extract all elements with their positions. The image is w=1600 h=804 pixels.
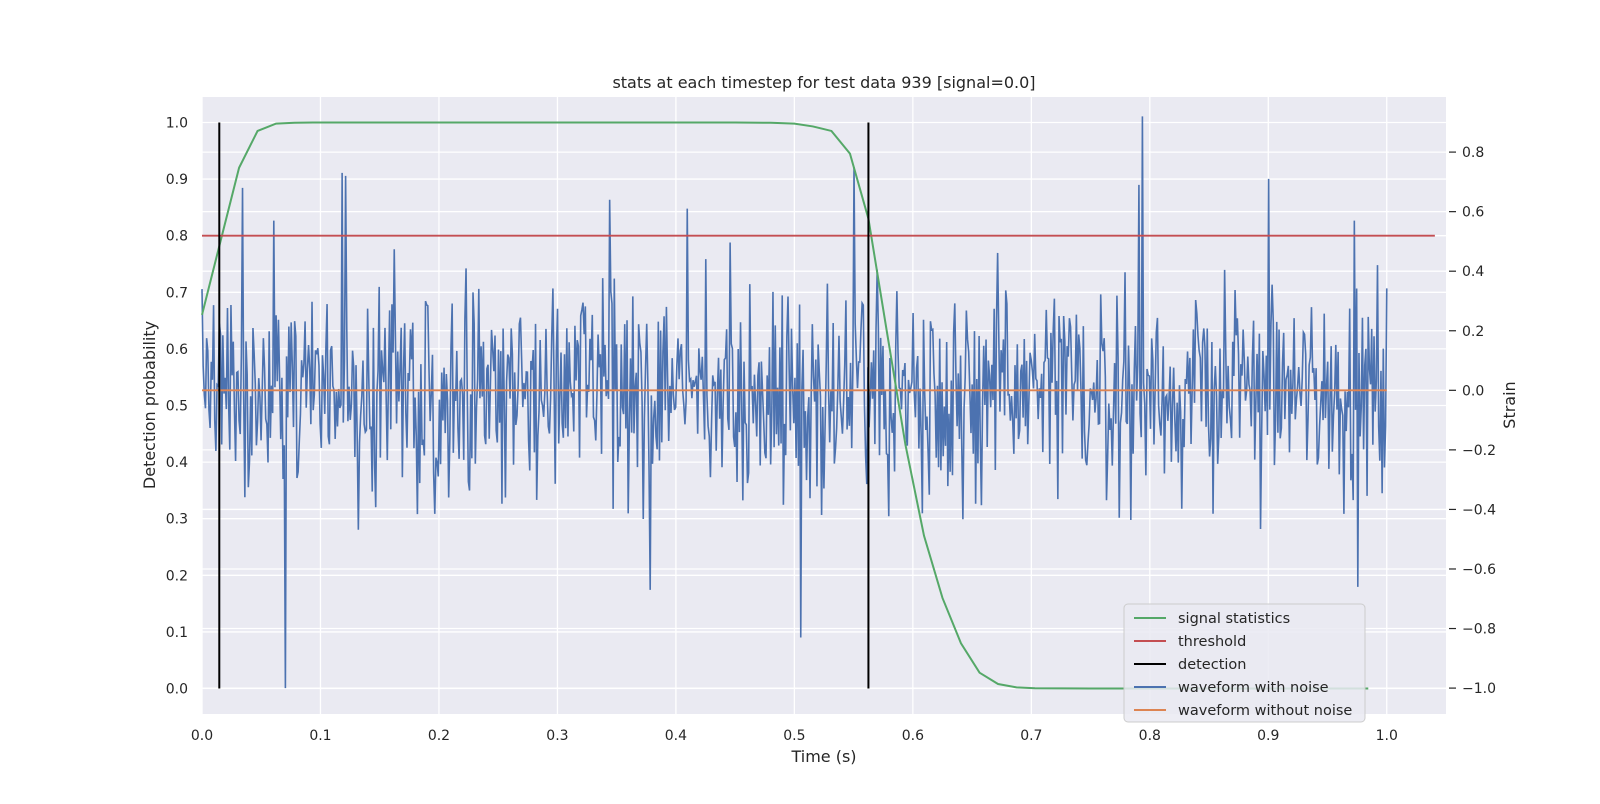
legend-box <box>1123 603 1366 723</box>
y-tick-label-right: −1.0 <box>1462 681 1496 697</box>
y-axis-label-left: Detection probability <box>140 321 159 489</box>
x-tick-label: 0.0 <box>191 728 213 744</box>
y-tick-label-left: 0.2 <box>166 568 188 584</box>
legend-label: waveform without noise <box>1178 703 1352 719</box>
y-tick-label-left: 0.1 <box>166 625 188 641</box>
chart-title: stats at each timestep for test data 939… <box>612 73 1035 92</box>
x-tick-label: 0.9 <box>1257 728 1279 744</box>
legend-label: waveform with noise <box>1178 680 1329 696</box>
legend: signal statistics threshold detection wavef… <box>1123 603 1366 723</box>
x-tick-label: 1.0 <box>1376 728 1398 744</box>
x-tick-label: 0.8 <box>1139 728 1161 744</box>
x-tick-label: 0.1 <box>309 728 331 744</box>
y-axis-label-right: Strain <box>1500 381 1519 428</box>
y-tick-label-left: 0.7 <box>166 285 188 301</box>
axes: 0.0 0.1 0.2 0.3 0.4 0.5 0.6 0.7 0.8 0.9 1.0 0.0 0.1 0… <box>166 115 1496 744</box>
legend-label: threshold <box>1178 634 1246 650</box>
y-tick-label-left: 1.0 <box>166 115 188 131</box>
x-tick-label: 0.4 <box>665 728 687 744</box>
y-tick-label-right: 0.4 <box>1462 264 1484 280</box>
series-signal-statistics <box>201 121 1369 690</box>
y-tick-label-right: −0.2 <box>1462 443 1496 459</box>
y-tick-label-right: −0.8 <box>1462 622 1496 638</box>
x-tick-label: 0.6 <box>902 728 924 744</box>
y-tick-label-left: 0.4 <box>166 455 188 471</box>
x-tick-label: 0.7 <box>1020 728 1042 744</box>
legend-label: signal statistics <box>1178 611 1290 627</box>
y-tick-label-left: 0.0 <box>166 682 188 698</box>
y-tick-label-left: 0.8 <box>166 229 188 245</box>
y-tick-label-right: 0.2 <box>1462 324 1484 340</box>
x-tick-label: 0.3 <box>546 728 568 744</box>
legend-label: detection <box>1178 657 1246 673</box>
series-layer <box>201 116 1435 690</box>
y-tick-label-left: 0.9 <box>166 172 188 188</box>
y-tick-label-right: −0.4 <box>1462 502 1496 518</box>
x-axis-label: Time (s) <box>790 747 856 766</box>
series-waveform-with-noise <box>201 116 1388 689</box>
y-tick-label-left: 0.6 <box>166 342 188 358</box>
y-tick-label-right: 0.6 <box>1462 205 1484 221</box>
y-tick-label-left: 0.3 <box>166 512 188 528</box>
y-tick-label-left: 0.5 <box>166 399 188 415</box>
y-tick-label-right: 0.8 <box>1462 145 1484 161</box>
x-tick-label: 0.2 <box>428 728 450 744</box>
x-tick-label: 0.5 <box>783 728 805 744</box>
y-tick-label-right: −0.6 <box>1462 562 1496 578</box>
y-tick-label-right: 0.0 <box>1462 383 1484 399</box>
